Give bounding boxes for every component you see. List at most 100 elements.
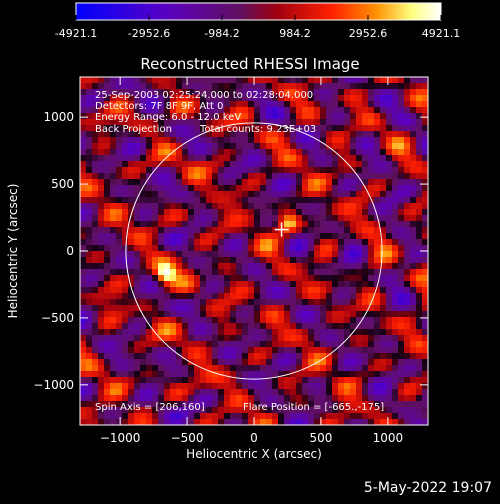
heatmap-cell <box>314 377 320 383</box>
heatmap-cell <box>164 317 170 323</box>
heatmap-cell <box>140 251 146 257</box>
heatmap-cell <box>362 407 368 413</box>
heatmap-cell <box>164 359 170 365</box>
heatmap-cell <box>176 131 182 137</box>
heatmap-cell <box>254 305 260 311</box>
heatmap-cell <box>326 377 332 383</box>
heatmap-cell <box>368 413 374 419</box>
heatmap-cell <box>116 149 122 155</box>
heatmap-cell <box>338 233 344 239</box>
heatmap-cell <box>386 287 392 293</box>
heatmap-cell <box>338 107 344 113</box>
heatmap-cell <box>404 389 410 395</box>
y-tick-label: 500 <box>51 177 74 191</box>
heatmap-cell <box>86 83 92 89</box>
heatmap-cell <box>236 209 242 215</box>
heatmap-cell <box>200 389 206 395</box>
footer-date: 5-May-2022 19:07 <box>363 480 492 496</box>
heatmap-cell <box>158 161 164 167</box>
heatmap-cell <box>176 239 182 245</box>
heatmap-cell <box>290 161 296 167</box>
heatmap-cell <box>128 221 134 227</box>
heatmap-cell <box>122 401 128 407</box>
heatmap-cell <box>404 233 410 239</box>
heatmap-cell <box>110 263 116 269</box>
heatmap-cell <box>410 347 416 353</box>
heatmap-cell <box>248 317 254 323</box>
heatmap-cell <box>410 95 416 101</box>
heatmap-cell <box>296 179 302 185</box>
heatmap-cell <box>308 377 314 383</box>
heatmap-cell <box>266 113 272 119</box>
heatmap-cell <box>338 383 344 389</box>
heatmap-cell <box>416 353 422 359</box>
heatmap-cell <box>248 371 254 377</box>
heatmap-cell <box>278 257 284 263</box>
heatmap-cell <box>80 389 86 395</box>
heatmap-cell <box>188 257 194 263</box>
heatmap-cell <box>332 359 338 365</box>
heatmap-cell <box>410 413 416 419</box>
heatmap-cell <box>134 317 140 323</box>
heatmap-cell <box>284 371 290 377</box>
heatmap-cell <box>230 401 236 407</box>
heatmap-cell <box>146 335 152 341</box>
heatmap-cell <box>194 263 200 269</box>
heatmap-cell <box>182 77 188 83</box>
heatmap-cell <box>242 305 248 311</box>
heatmap-cell <box>122 239 128 245</box>
heatmap-cell <box>146 275 152 281</box>
heatmap-cell <box>380 119 386 125</box>
heatmap-cell <box>410 131 416 137</box>
heatmap-cell <box>380 215 386 221</box>
heatmap-cell <box>260 95 266 101</box>
heatmap-cell <box>272 155 278 161</box>
heatmap-cell <box>230 101 236 107</box>
heatmap-cell <box>254 269 260 275</box>
heatmap-cell <box>308 209 314 215</box>
heatmap-cell <box>140 119 146 125</box>
heatmap-cell <box>110 131 116 137</box>
heatmap-cell <box>374 419 380 425</box>
heatmap-cell <box>260 419 266 425</box>
heatmap-cell <box>248 329 254 335</box>
heatmap-cell <box>410 161 416 167</box>
heatmap-cell <box>236 341 242 347</box>
heatmap-cell <box>122 173 128 179</box>
heatmap-cell <box>386 125 392 131</box>
heatmap-cell <box>296 203 302 209</box>
heatmap-cell <box>362 359 368 365</box>
heatmap-cell <box>410 101 416 107</box>
heatmap-cell <box>272 101 278 107</box>
heatmap-cell <box>320 257 326 263</box>
heatmap-cell <box>164 101 170 107</box>
heatmap-cell <box>80 371 86 377</box>
heatmap-cell <box>170 377 176 383</box>
heatmap-cell <box>146 95 152 101</box>
heatmap-cell <box>194 137 200 143</box>
heatmap-cell <box>164 305 170 311</box>
heatmap-cell <box>98 101 104 107</box>
heatmap-cell <box>194 389 200 395</box>
heatmap-cell <box>230 131 236 137</box>
heatmap-cell <box>80 329 86 335</box>
heatmap-cell <box>158 125 164 131</box>
heatmap-cell <box>182 173 188 179</box>
heatmap-cell <box>398 239 404 245</box>
heatmap-cell <box>212 413 218 419</box>
heatmap-cell <box>290 197 296 203</box>
heatmap-cell <box>266 377 272 383</box>
heatmap-cell <box>230 299 236 305</box>
heatmap-cell <box>104 269 110 275</box>
heatmap-cell <box>242 113 248 119</box>
heatmap-cell <box>230 245 236 251</box>
heatmap-cell <box>260 197 266 203</box>
heatmap-cell <box>110 287 116 293</box>
heatmap-cell <box>422 305 428 311</box>
heatmap-cell <box>230 347 236 353</box>
heatmap-cell <box>314 143 320 149</box>
heatmap-cell <box>98 365 104 371</box>
heatmap-cell <box>212 161 218 167</box>
heatmap-cell <box>86 305 92 311</box>
